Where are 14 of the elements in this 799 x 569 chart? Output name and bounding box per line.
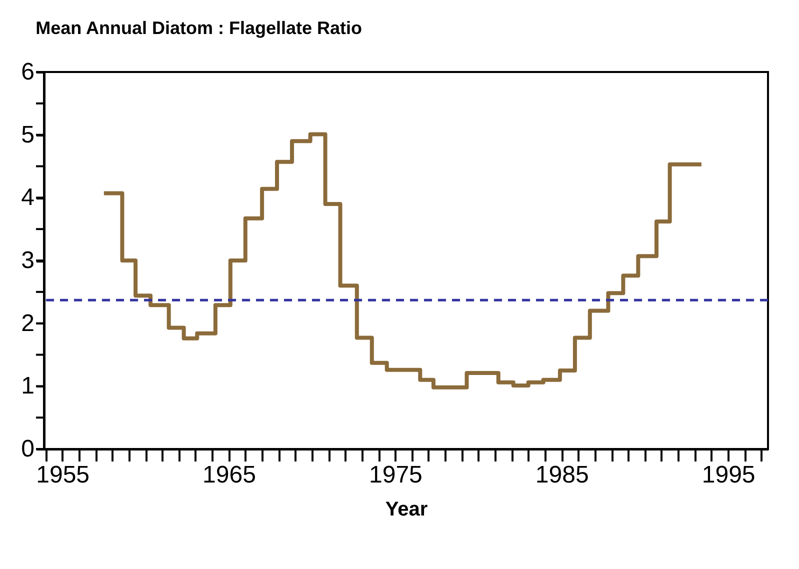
x-tick-label: 1985	[535, 462, 589, 488]
y-tick-label: 2	[21, 310, 34, 337]
y-tick-label: 5	[21, 121, 34, 148]
y-tick-label: 6	[21, 58, 34, 86]
y-tick-label: 1	[21, 372, 34, 400]
y-tick-label: 4	[21, 184, 34, 212]
chart-title: Mean Annual Diatom : Flagellate Ratio	[36, 18, 362, 38]
x-tick-label: 1995	[702, 462, 756, 488]
x-tick-label: 1955	[36, 462, 90, 488]
x-tick-label: 1975	[368, 462, 422, 488]
x-tick-label: 1965	[202, 462, 256, 488]
x-axis-title: Year	[385, 498, 428, 520]
y-tick-label: 3	[21, 247, 34, 274]
y-tick-label: 0	[21, 436, 34, 462]
